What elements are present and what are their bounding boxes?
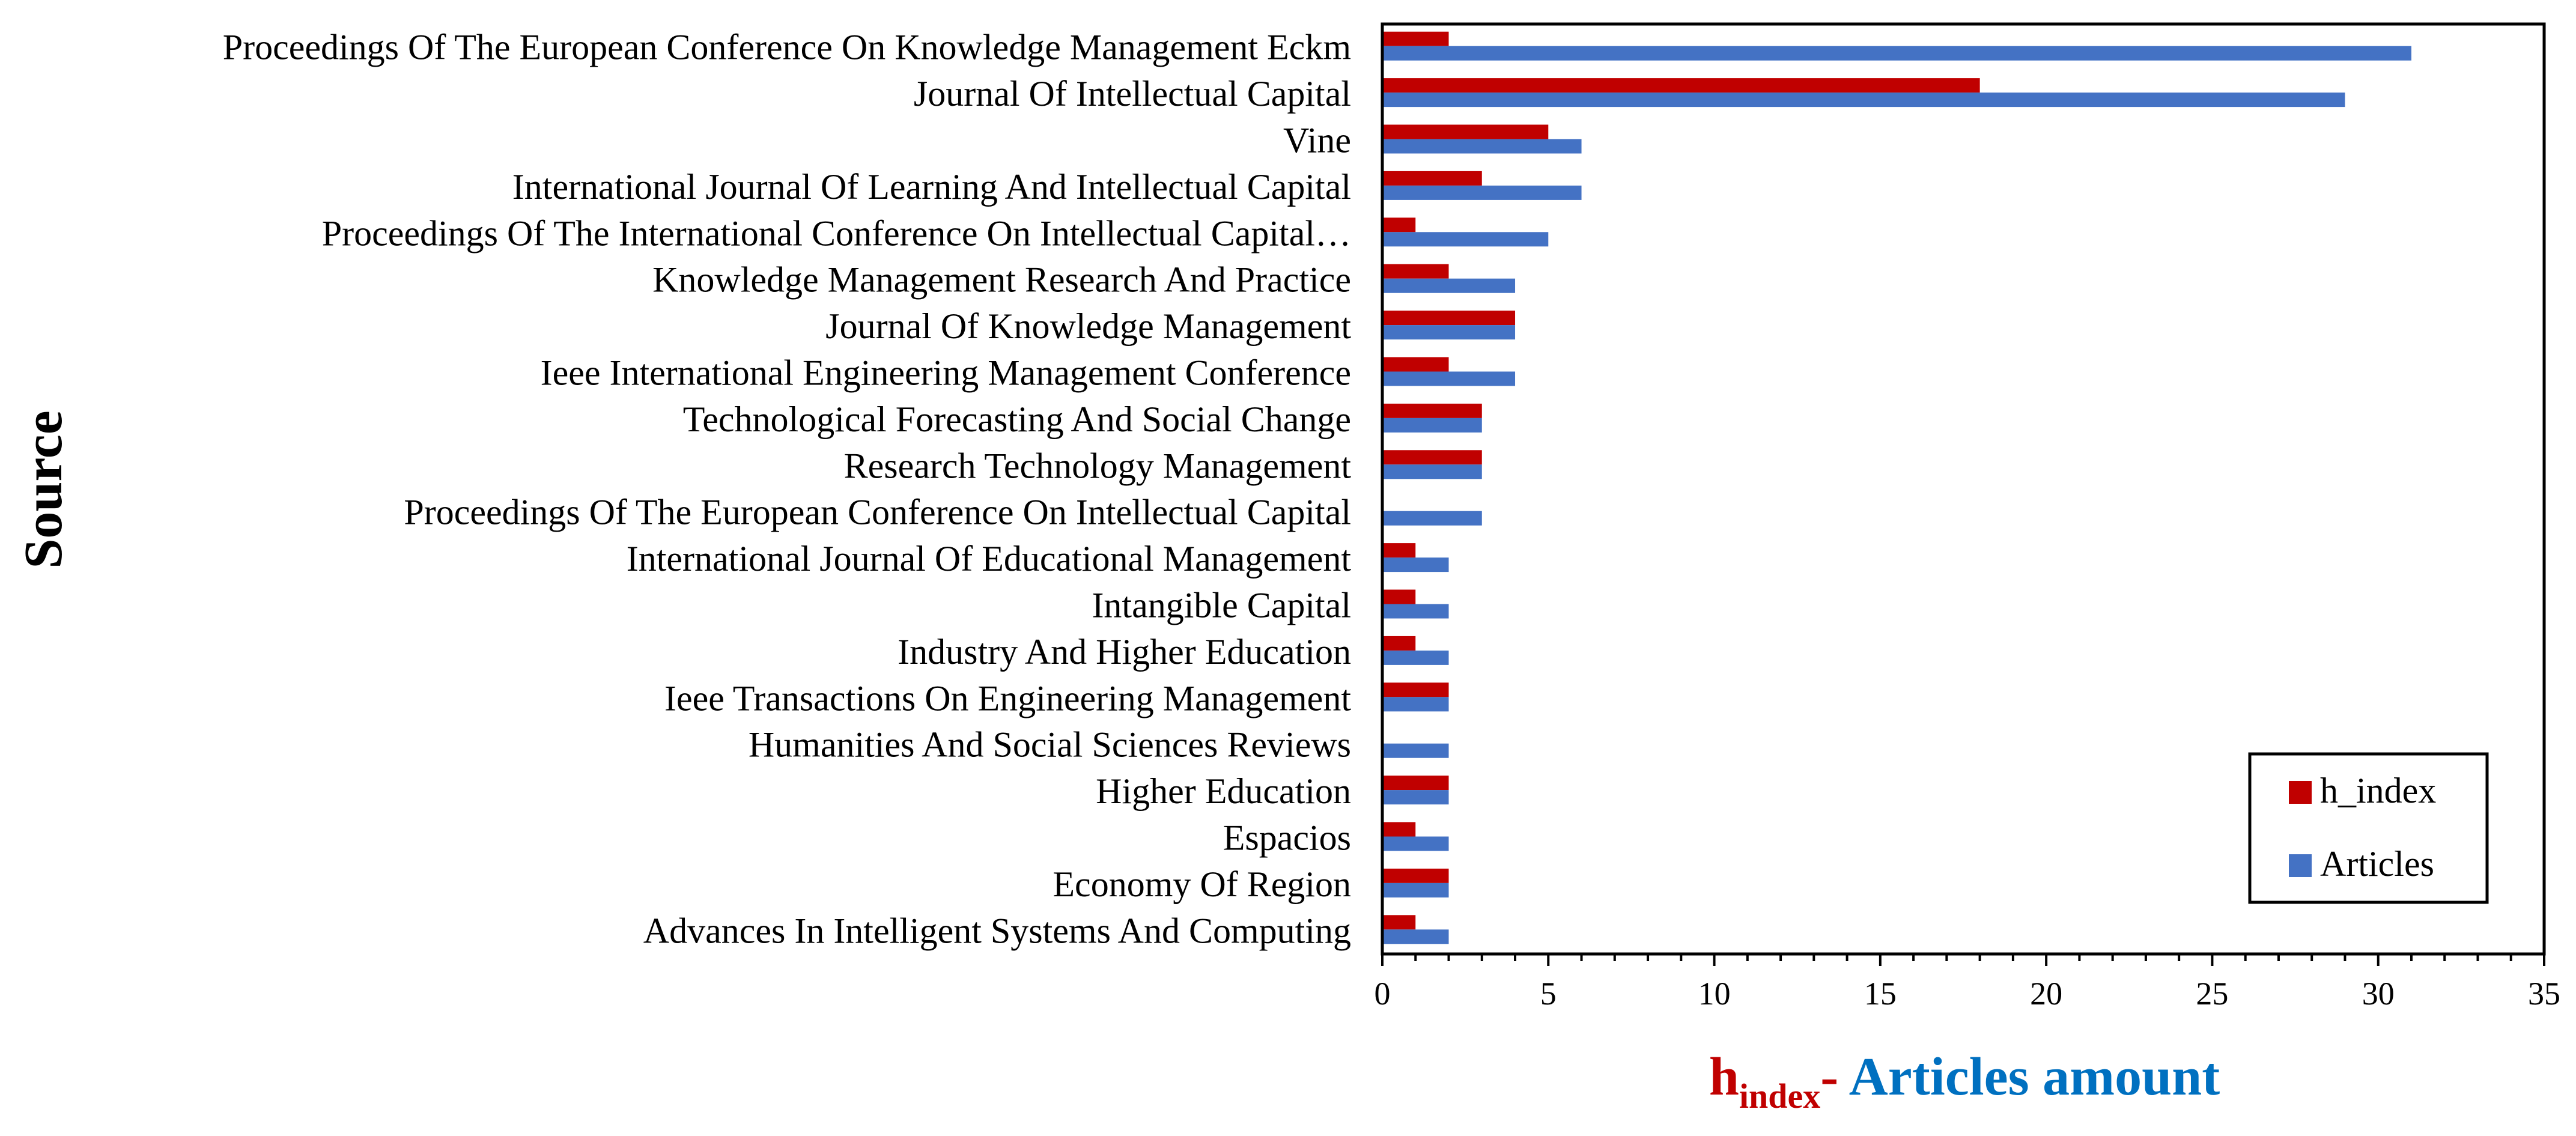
bar-articles bbox=[1382, 557, 1449, 573]
legend-label-h-index: h_index bbox=[2320, 771, 2436, 810]
category-label: Vine bbox=[1283, 121, 1351, 160]
bar-articles bbox=[1382, 325, 1516, 340]
x-tick-label: 25 bbox=[2196, 976, 2228, 1012]
x-tick-label: 30 bbox=[2362, 976, 2395, 1012]
x-tick-label: 20 bbox=[2030, 976, 2062, 1012]
bar-h-index bbox=[1382, 450, 1482, 465]
category-label: Technological Forecasting And Social Cha… bbox=[683, 399, 1351, 439]
bar-h-index bbox=[1382, 171, 1482, 186]
category-label: Proceedings Of The International Confere… bbox=[322, 213, 1351, 253]
y-axis-title: Source bbox=[14, 410, 73, 568]
category-label: Industry And Higher Education bbox=[898, 632, 1351, 672]
x-axis-title-separator: - bbox=[1820, 1047, 1838, 1107]
bar-articles bbox=[1382, 185, 1582, 200]
category-label: International Journal Of Learning And In… bbox=[512, 167, 1351, 207]
bar-h-index bbox=[1382, 78, 1980, 93]
bar-articles bbox=[1382, 418, 1482, 433]
legend-label-articles: Articles bbox=[2320, 844, 2434, 884]
bar-articles bbox=[1382, 46, 2411, 61]
bar-h-index bbox=[1382, 31, 1449, 46]
bar-h-index bbox=[1382, 776, 1449, 791]
category-label: Journal Of Intellectual Capital bbox=[914, 74, 1351, 114]
legend-box bbox=[2248, 752, 2489, 904]
bar-h-index bbox=[1382, 403, 1482, 418]
category-label: International Journal Of Educational Man… bbox=[627, 539, 1352, 579]
plot-frame bbox=[1381, 22, 2546, 956]
bar-articles bbox=[1382, 464, 1482, 479]
bar-h-index bbox=[1382, 822, 1416, 837]
bar-h-index bbox=[1382, 682, 1449, 697]
bar-articles bbox=[1382, 371, 1516, 386]
x-axis-title-articles: Articles amount bbox=[1838, 1047, 2220, 1107]
bar-h-index bbox=[1382, 217, 1416, 232]
bar-articles bbox=[1382, 743, 1449, 758]
bar-articles bbox=[1382, 604, 1449, 619]
category-labels: Proceedings Of The European Conference O… bbox=[223, 28, 1352, 951]
bar-articles bbox=[1382, 93, 2345, 108]
x-tick-label: 0 bbox=[1375, 976, 1391, 1012]
category-label: Proceedings Of The European Conference O… bbox=[223, 28, 1351, 67]
bar-h-index bbox=[1382, 543, 1416, 558]
bar-h-index bbox=[1382, 311, 1516, 326]
bar-h-index bbox=[1382, 357, 1449, 372]
legend: h_index Articles bbox=[2248, 752, 2489, 904]
x-tick-label: 15 bbox=[1864, 976, 1897, 1012]
bar-articles bbox=[1382, 697, 1449, 712]
bar-h-index bbox=[1382, 124, 1549, 139]
bar-articles bbox=[1382, 929, 1449, 944]
x-tick-label: 35 bbox=[2528, 976, 2560, 1012]
bar-articles bbox=[1382, 882, 1449, 898]
category-label: Research Technology Management bbox=[844, 446, 1352, 485]
bar-h-index bbox=[1382, 868, 1449, 883]
bar-h-index bbox=[1382, 589, 1416, 604]
category-label: Knowledge Management Research And Practi… bbox=[652, 260, 1351, 300]
bar-articles bbox=[1382, 836, 1449, 851]
bar-h-index bbox=[1382, 636, 1416, 651]
x-axis-title: hindex- Articles amount bbox=[1709, 1047, 2220, 1116]
category-label: Intangible Capital bbox=[1092, 586, 1351, 625]
category-label: Humanities And Social Sciences Reviews bbox=[749, 725, 1351, 765]
bar-articles bbox=[1382, 139, 1582, 154]
bars-layer bbox=[1382, 31, 2411, 944]
category-label: Ieee Transactions On Engineering Managem… bbox=[664, 678, 1351, 718]
category-label: Journal Of Knowledge Management bbox=[825, 306, 1351, 346]
category-label: Espacios bbox=[1223, 818, 1351, 858]
bar-articles bbox=[1382, 650, 1449, 665]
bar-h-index bbox=[1382, 915, 1416, 930]
category-label: Economy Of Region bbox=[1053, 864, 1351, 904]
bar-articles bbox=[1382, 278, 1516, 293]
x-tick-label: 5 bbox=[1540, 976, 1557, 1012]
x-axis-title-sub: index bbox=[1739, 1077, 1820, 1116]
legend-swatch-articles bbox=[2289, 854, 2312, 877]
category-label: Ieee International Engineering Managemen… bbox=[541, 353, 1351, 393]
x-axis-title-h: h bbox=[1709, 1047, 1739, 1107]
bar-articles bbox=[1382, 790, 1449, 805]
category-label: Higher Education bbox=[1096, 771, 1351, 811]
bar-h-index bbox=[1382, 264, 1449, 279]
x-axis-ticks: 0 5 10 15 20 25 30 35 bbox=[1375, 954, 2560, 1012]
category-label: Advances In Intelligent Systems And Comp… bbox=[643, 911, 1351, 950]
legend-swatch-h-index bbox=[2289, 781, 2312, 804]
category-label: Proceedings Of The European Conference O… bbox=[404, 493, 1351, 532]
x-tick-label: 10 bbox=[1698, 976, 1731, 1012]
bar-articles bbox=[1382, 232, 1549, 247]
bar-articles bbox=[1382, 511, 1482, 526]
